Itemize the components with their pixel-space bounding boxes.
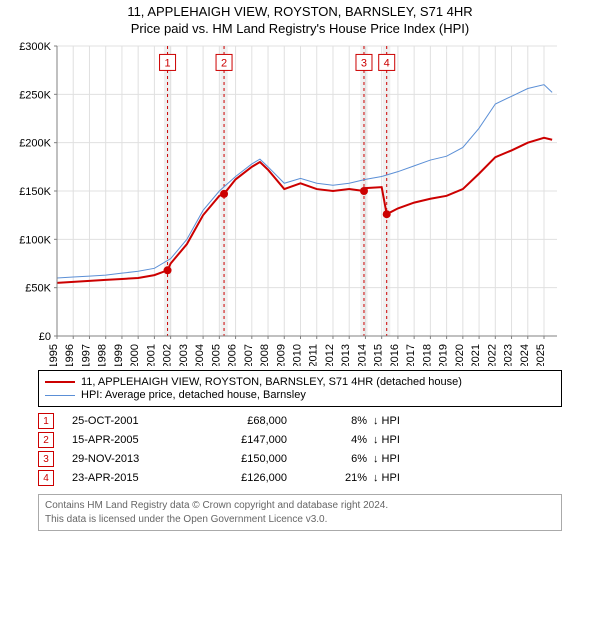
- sale-index-box: 4: [38, 470, 54, 486]
- price-chart: £0 £50K £100K £150K £200K £250K £300K 1995 1996 1…: [2, 36, 562, 366]
- legend-swatch-hpi: [45, 395, 75, 396]
- x-tick-label: 2016: [389, 344, 401, 366]
- y-tick-label: £300K: [19, 41, 51, 53]
- sale-row: 4 23-APR-2015£126,000 21% ↓ HPI: [38, 470, 562, 486]
- x-tick-label: 2017: [405, 344, 417, 366]
- x-tick-label: 1999: [113, 344, 125, 366]
- series-hpi: [57, 85, 552, 278]
- sale-vs-hpi: ↓ HPI: [373, 472, 400, 484]
- y-tick-label: £200K: [19, 138, 51, 150]
- x-tick-label: 2014: [356, 344, 368, 366]
- x-tick-label: 2018: [421, 344, 433, 366]
- sale-pct: 21%: [297, 472, 367, 484]
- sale-index-box: 3: [38, 451, 54, 467]
- y-tick-label: £50K: [25, 283, 51, 295]
- x-tick-label: 1998: [97, 344, 109, 366]
- x-tick-label: 2012: [324, 344, 336, 366]
- sale-pct: 8%: [297, 415, 367, 427]
- legend-row-subject: 11, APPLEHAIGH VIEW, ROYSTON, BARNSLEY, …: [45, 376, 555, 388]
- marker-subject: [220, 190, 228, 198]
- sale-price: £150,000: [187, 453, 287, 465]
- x-tick-label: 1997: [80, 344, 92, 366]
- footer-line1: Contains HM Land Registry data © Crown c…: [45, 499, 555, 513]
- x-tick-label: 2025: [535, 344, 547, 366]
- x-tick-label: 2002: [162, 344, 174, 366]
- y-tick-label: £250K: [19, 89, 51, 101]
- x-tick-label: 1996: [64, 344, 76, 366]
- x-tick-label: 2009: [275, 344, 287, 366]
- footer-line2: This data is licensed under the Open Gov…: [45, 513, 555, 527]
- callout-number: 3: [361, 57, 367, 69]
- series-subject: [57, 138, 552, 283]
- sale-pct: 4%: [297, 434, 367, 446]
- x-tick-label: 2023: [503, 344, 515, 366]
- title-subtitle: Price paid vs. HM Land Registry's House …: [0, 21, 600, 36]
- sale-date: 15-APR-2005: [72, 434, 187, 446]
- y-tick-label: £0: [39, 331, 51, 343]
- x-tick-label: 2019: [438, 344, 450, 366]
- callout-number: 4: [384, 57, 390, 69]
- x-tick-label: 2015: [373, 344, 385, 366]
- x-tick-label: 2013: [340, 344, 352, 366]
- sale-price: £126,000: [187, 472, 287, 484]
- sale-vs-hpi: ↓ HPI: [373, 415, 400, 427]
- x-tick-label: 2000: [129, 344, 141, 366]
- legend-label-subject: 11, APPLEHAIGH VIEW, ROYSTON, BARNSLEY, …: [81, 376, 462, 388]
- footer-attribution: Contains HM Land Registry data © Crown c…: [38, 494, 562, 531]
- callout-number: 2: [221, 57, 227, 69]
- y-tick-label: £150K: [19, 186, 51, 198]
- sale-date: 29-NOV-2013: [72, 453, 187, 465]
- legend-row-hpi: HPI: Average price, detached house, Barn…: [45, 389, 555, 401]
- x-tick-label: 2021: [470, 344, 482, 366]
- y-tick-label: £100K: [19, 234, 51, 246]
- x-tick-label: 2001: [145, 344, 157, 366]
- title-address: 11, APPLEHAIGH VIEW, ROYSTON, BARNSLEY, …: [0, 4, 600, 19]
- x-tick-label: 1995: [48, 344, 60, 366]
- sale-date: 23-APR-2015: [72, 472, 187, 484]
- marker-subject: [164, 266, 172, 274]
- x-tick-label: 2005: [210, 344, 222, 366]
- x-tick-label: 2020: [454, 344, 466, 366]
- x-tick-label: 2007: [243, 344, 255, 366]
- sale-vs-hpi: ↓ HPI: [373, 434, 400, 446]
- x-tick-label: 2024: [519, 344, 531, 366]
- x-tick-label: 2008: [259, 344, 271, 366]
- x-tick-label: 2022: [486, 344, 498, 366]
- sale-vs-hpi: ↓ HPI: [373, 453, 400, 465]
- x-tick-label: 2011: [308, 344, 320, 366]
- sale-price: £147,000: [187, 434, 287, 446]
- callout-number: 1: [164, 57, 170, 69]
- x-tick-label: 2004: [194, 344, 206, 366]
- legend-label-hpi: HPI: Average price, detached house, Barn…: [81, 389, 306, 401]
- sale-row: 1 25-OCT-2001£68,000 8% ↓ HPI: [38, 413, 562, 429]
- sale-price: £68,000: [187, 415, 287, 427]
- x-tick-label: 2010: [292, 344, 304, 366]
- x-tick-label: 2003: [178, 344, 190, 366]
- sale-row: 2 15-APR-2005£147,000 4% ↓ HPI: [38, 432, 562, 448]
- sale-pct: 6%: [297, 453, 367, 465]
- sale-row: 3 29-NOV-2013£150,000 6% ↓ HPI: [38, 451, 562, 467]
- sale-date: 25-OCT-2001: [72, 415, 187, 427]
- marker-subject: [383, 210, 391, 218]
- sales-table: 125-OCT-2001£68,0008%↓ HPI215-APR-2005£1…: [38, 413, 562, 486]
- sale-index-box: 2: [38, 432, 54, 448]
- marker-subject: [360, 187, 368, 195]
- legend-swatch-subject: [45, 381, 75, 383]
- x-tick-label: 2006: [227, 344, 239, 366]
- sale-index-box: 1: [38, 413, 54, 429]
- legend: 11, APPLEHAIGH VIEW, ROYSTON, BARNSLEY, …: [38, 370, 562, 407]
